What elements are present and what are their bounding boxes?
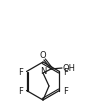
Text: N: N (40, 66, 46, 75)
Text: F: F (18, 67, 23, 76)
Text: O: O (40, 51, 46, 59)
Text: OH: OH (63, 64, 76, 73)
Text: F: F (63, 86, 68, 95)
Text: F: F (63, 67, 68, 76)
Text: F: F (18, 86, 23, 95)
